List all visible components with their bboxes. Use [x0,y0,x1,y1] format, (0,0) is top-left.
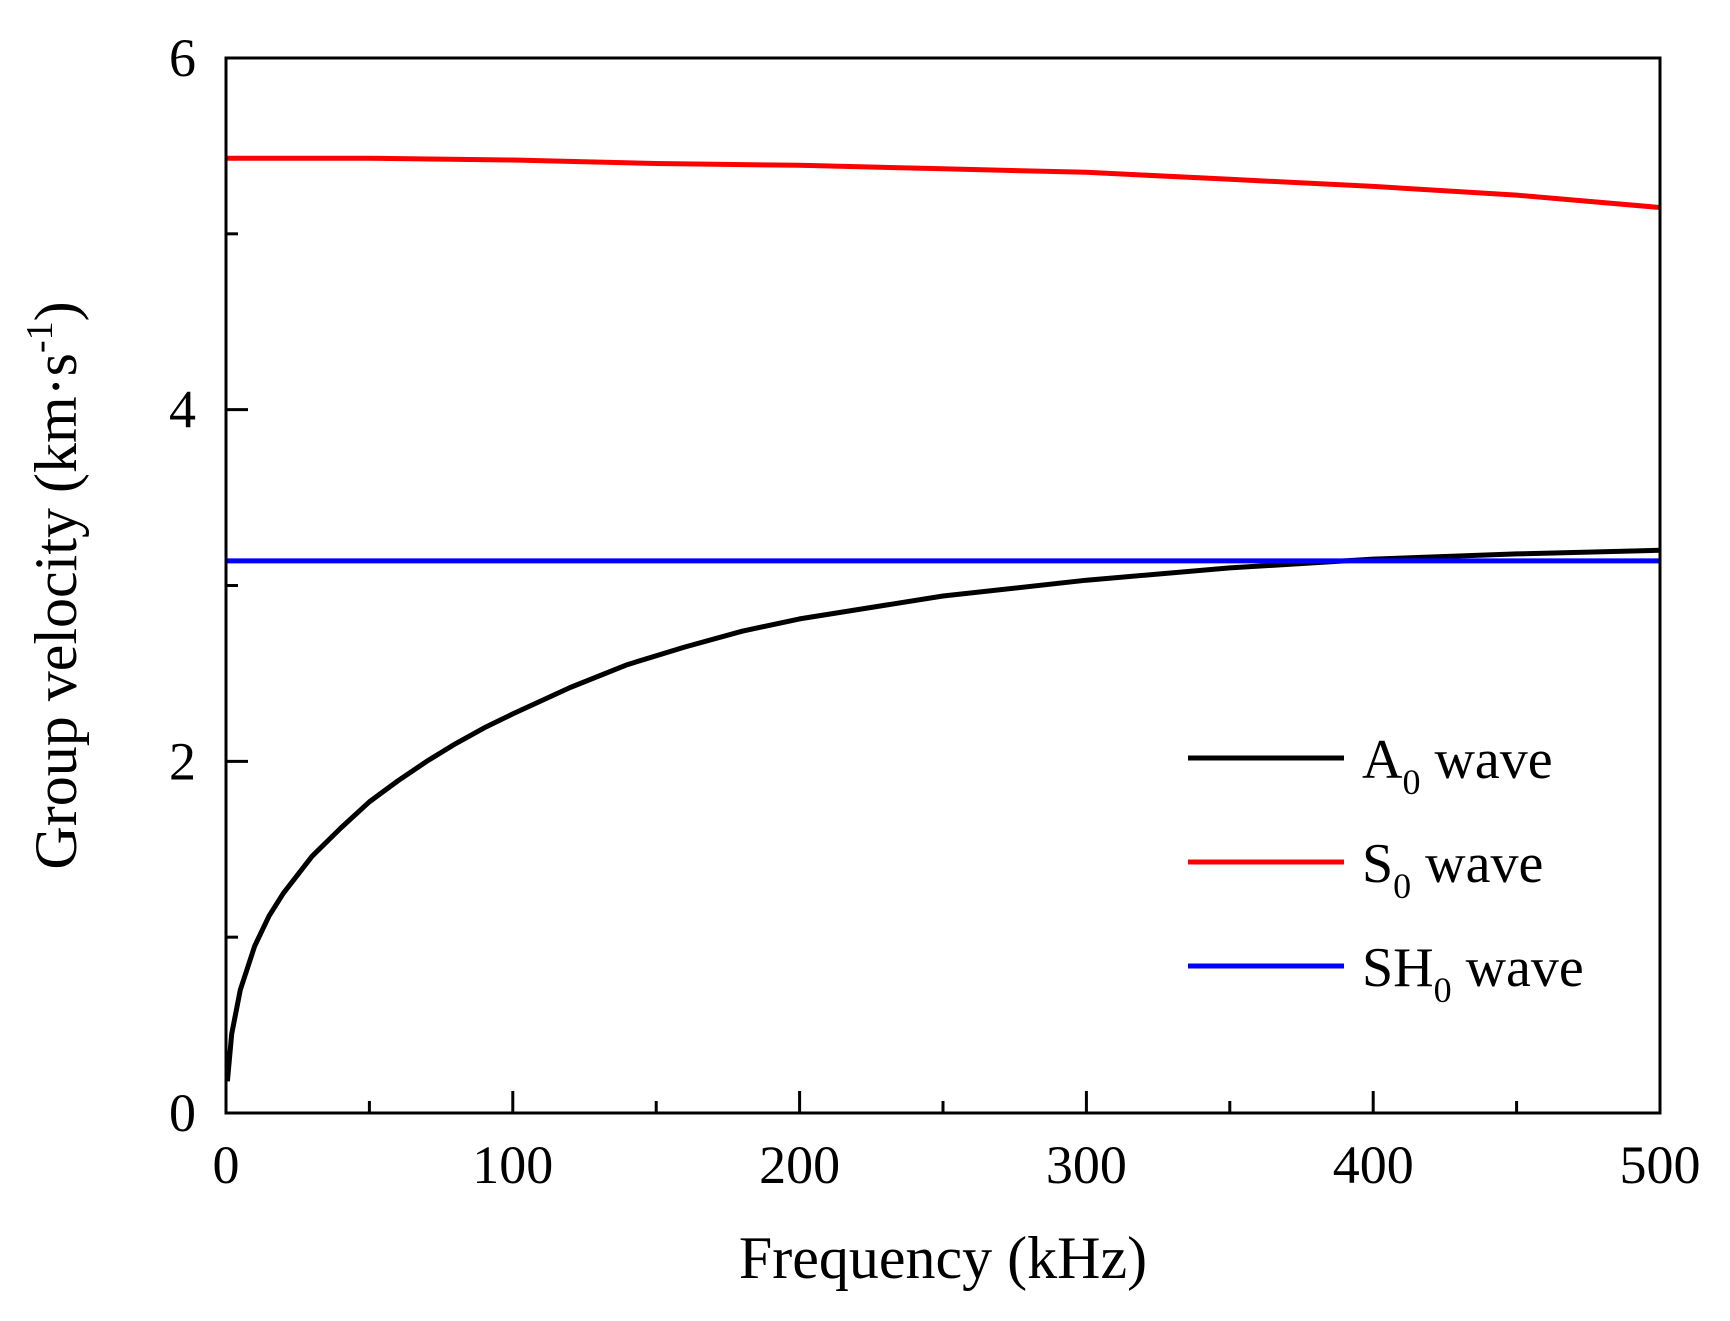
series-line-a0 [224,547,1661,1082]
legend-label-s0: S0 wave [1362,833,1543,906]
x-tick-label: 0 [213,1135,240,1195]
legend-label-main: SH [1362,937,1434,999]
series-line-s0 [226,155,1661,210]
legend-label-a0: A0 wave [1362,729,1553,802]
legend-label-subscript: 0 [1402,762,1420,802]
x-tick-label: 100 [472,1135,553,1195]
legend-label-rest: wave [1452,937,1584,999]
legend-label-rest: wave [1420,729,1552,791]
x-tick-label: 500 [1620,1135,1701,1195]
x-tick-label: 200 [759,1135,840,1195]
y-tick-label: 0 [169,1083,196,1143]
y-axis-title: Group velocity (km·s-1) [19,301,89,869]
legend-label-sh0: SH0 wave [1362,937,1584,1010]
y-axis-title-close: ) [23,301,89,321]
y-axis-title-superscript: -1 [19,321,61,353]
y-tick-label: 6 [169,28,196,88]
x-tick-label: 400 [1333,1135,1414,1195]
x-axis-title: Frequency (kHz) [739,1225,1147,1291]
tick-labels: 0 100 200 300 400 500 0 2 4 6 [169,28,1701,1195]
y-tick-label: 4 [169,380,196,440]
plot-area [224,155,1661,1082]
plot-frame [224,56,1662,1115]
legend-label-main: S [1362,833,1393,895]
y-tick-label: 2 [169,731,196,791]
legend-label-subscript: 0 [1434,970,1452,1010]
y-axis-title-main: Group velocity (km·s [23,353,89,870]
legend-label-main: A [1362,729,1403,791]
axes [224,56,1662,1115]
x-tick-label: 300 [1046,1135,1127,1195]
legend-label-subscript: 0 [1393,866,1411,906]
legend-label-rest: wave [1411,833,1543,895]
tick-marks [224,56,1662,1115]
